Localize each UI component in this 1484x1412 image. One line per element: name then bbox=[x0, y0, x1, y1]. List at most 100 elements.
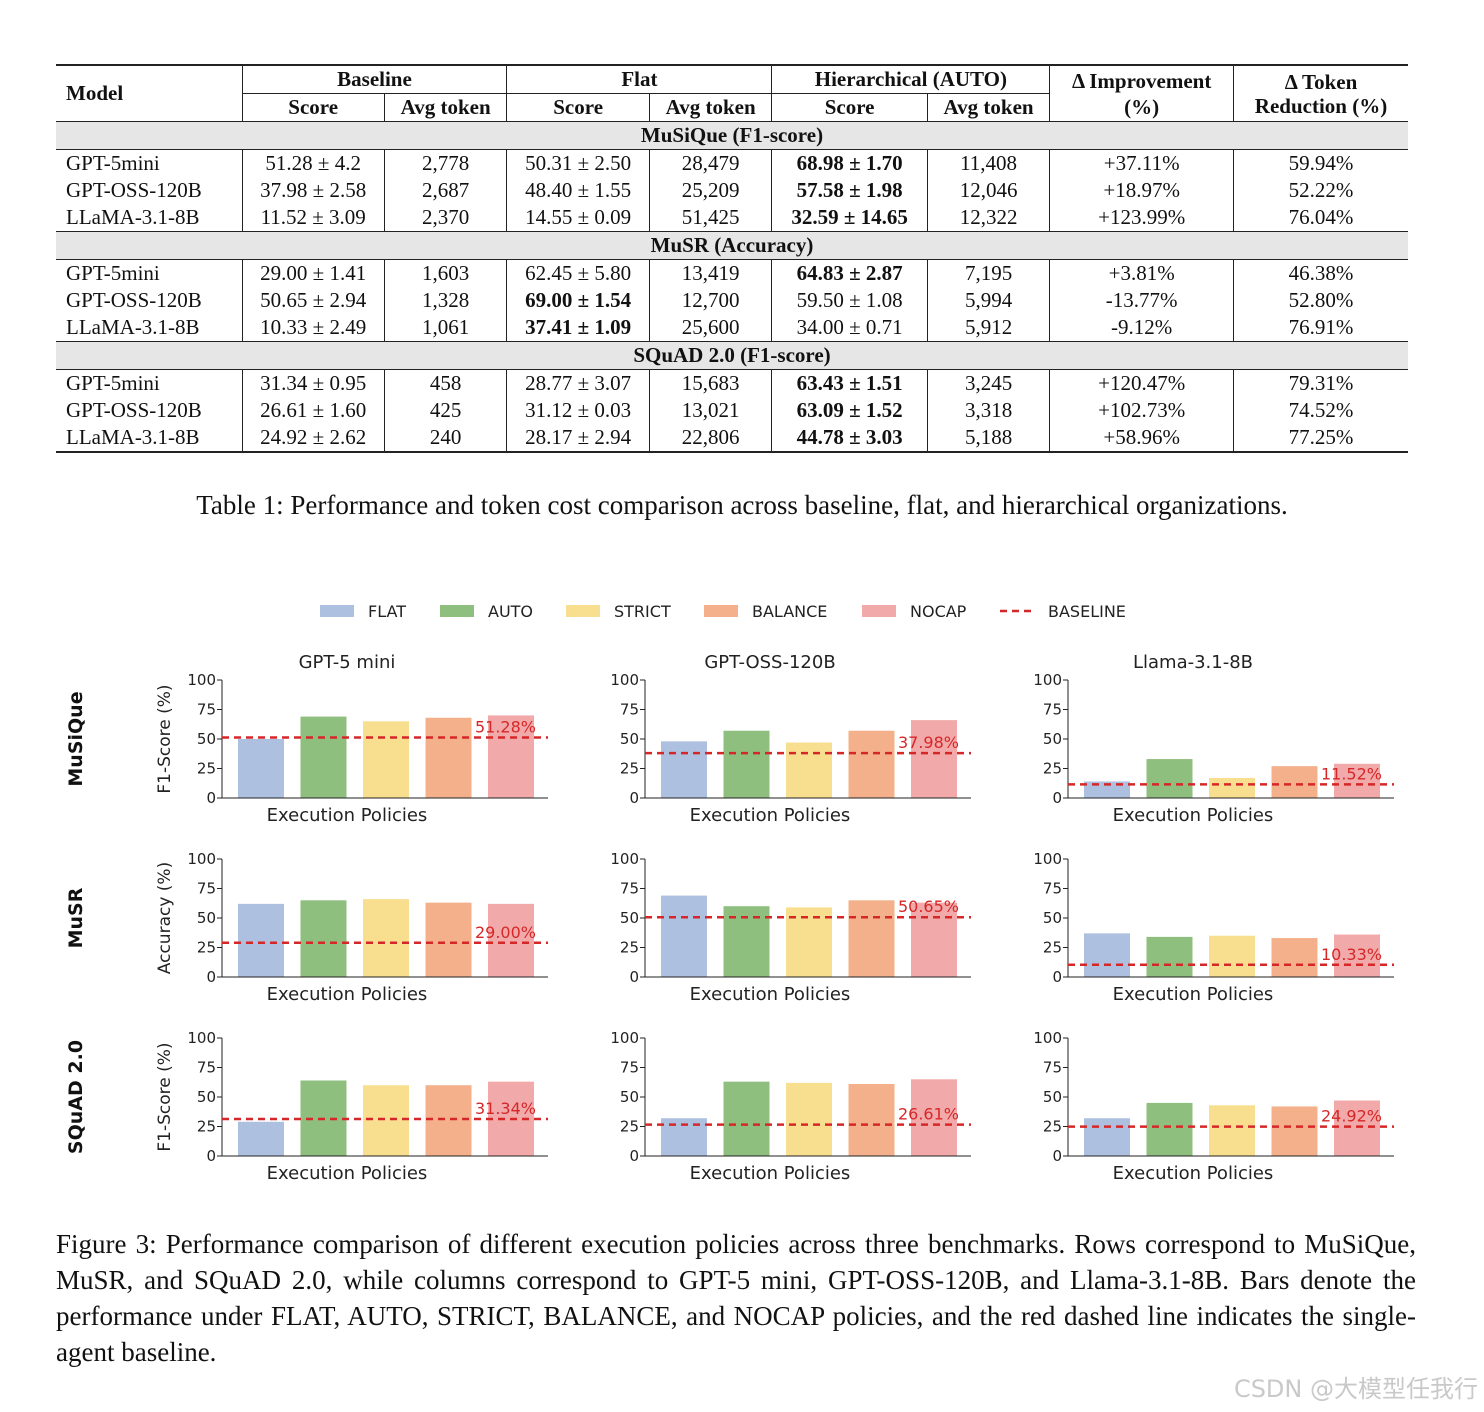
y-tick-label: 50 bbox=[197, 909, 216, 927]
table-cell-b-score: 11.52 ± 3.09 bbox=[242, 204, 385, 232]
y-tick-label: 75 bbox=[197, 880, 216, 898]
table-cell-f-tok: 13,021 bbox=[649, 397, 773, 424]
bar-balance bbox=[425, 717, 472, 798]
y-tick-label: 0 bbox=[629, 789, 639, 807]
table-cell-f-tok: 12,700 bbox=[649, 287, 773, 314]
table-cell-model: LLaMA-3.1-8B bbox=[56, 204, 243, 232]
legend-swatch-balance bbox=[704, 605, 738, 617]
table-cell-b-score: 37.98 ± 2.58 bbox=[242, 177, 385, 204]
bar-auto bbox=[1146, 759, 1193, 798]
header-flat: Flat bbox=[506, 65, 773, 94]
legend-swatch-nocap bbox=[862, 605, 896, 617]
bar-auto bbox=[1146, 936, 1193, 977]
x-axis-label: Execution Policies bbox=[690, 984, 851, 1005]
execution-policies-figure: FLAT AUTO STRICT BALANCE NOCAP BASELINE MuSiQu… bbox=[65, 602, 1394, 1184]
y-tick-label: 0 bbox=[1052, 1147, 1062, 1165]
y-tick-label: 75 bbox=[620, 701, 639, 719]
table-cell-h-score: 68.98 ± 1.70 bbox=[771, 149, 928, 177]
baseline-label: 37.98% bbox=[898, 733, 959, 752]
table-cell-b-score: 50.65 ± 2.94 bbox=[242, 287, 385, 314]
header-token-reduction-line2: Reduction (%) bbox=[1254, 93, 1388, 118]
table-cell-red: 79.31% bbox=[1288, 371, 1354, 395]
y-tick-label: 50 bbox=[1043, 909, 1062, 927]
y-tick-label: 0 bbox=[629, 968, 639, 986]
bar-strict bbox=[786, 1082, 832, 1156]
table-cell-h-score: 32.59 ± 14.65 bbox=[771, 204, 928, 232]
y-axis-label: F1-Score (%) bbox=[155, 684, 175, 793]
table-cell-f-score: 28.77 ± 3.07 bbox=[506, 369, 650, 397]
y-tick-label: 100 bbox=[187, 1029, 216, 1047]
header-baseline: Baseline bbox=[242, 65, 508, 94]
bar-balance bbox=[425, 902, 472, 977]
y-tick-label: 100 bbox=[187, 671, 216, 689]
table-cell-imp: +18.97% bbox=[1049, 177, 1234, 204]
baseline-label: 29.00% bbox=[475, 923, 536, 942]
section-title: MuSR (Accuracy) bbox=[56, 231, 1408, 260]
baseline-label: 31.34% bbox=[475, 1099, 536, 1118]
table-row: LLaMA-3.1-8B 11.52 ± 3.09 2,370 14.55 ± 0.0… bbox=[56, 204, 1408, 232]
x-axis-label: Execution Policies bbox=[267, 984, 428, 1005]
table-cell-h-tok: 5,994 bbox=[927, 287, 1051, 314]
y-tick-label: 0 bbox=[629, 1147, 639, 1165]
table-cell-imp: +123.99% bbox=[1049, 204, 1234, 232]
table-cell-imp: +37.11% bbox=[1049, 149, 1234, 177]
bar-strict bbox=[363, 721, 409, 798]
table-row: GPT-OSS-120B 50.65 ± 2.94 1,328 69.00 ± 1.5… bbox=[56, 287, 1408, 314]
header-sub: Score bbox=[242, 93, 385, 122]
table-cell-f-score: 31.12 ± 0.03 bbox=[506, 397, 650, 424]
table-cell-b-tok: 2,687 bbox=[384, 177, 508, 204]
row-label: SQuAD 2.0 bbox=[65, 1040, 87, 1154]
table-cell-h-score: 63.43 ± 1.51 bbox=[771, 369, 928, 397]
table-cell-h-tok: 5,912 bbox=[927, 314, 1051, 342]
table-cell-b-tok: 2,370 bbox=[384, 204, 508, 232]
legend-label: BALANCE bbox=[752, 602, 827, 621]
table-cell-h-score: 63.09 ± 1.52 bbox=[771, 397, 928, 424]
x-axis-label: Execution Policies bbox=[1113, 984, 1274, 1005]
header-hierarchical: Hierarchical (AUTO) bbox=[771, 65, 1051, 94]
x-axis-label: Execution Policies bbox=[690, 805, 851, 826]
legend-label: AUTO bbox=[488, 602, 533, 621]
table-cell-model: LLaMA-3.1-8B bbox=[56, 424, 243, 452]
table-cell-red: 77.25% bbox=[1288, 425, 1354, 449]
baseline-label: 26.61% bbox=[898, 1105, 959, 1124]
bar-strict bbox=[1209, 1105, 1255, 1156]
table-row: LLaMA-3.1-8B 24.92 ± 2.62 240 28.17 ± 2.94 2… bbox=[56, 424, 1408, 452]
bar-flat bbox=[1084, 1118, 1130, 1156]
header-sub: Avg token bbox=[927, 93, 1051, 122]
table-row: GPT-5mini 51.28 ± 4.2 2,778 50.31 ± 2.50 28,… bbox=[56, 149, 1408, 177]
x-axis-label: Execution Policies bbox=[1113, 805, 1274, 826]
table-row: GPT-OSS-120B 37.98 ± 2.58 2,687 48.40 ± 1.5… bbox=[56, 177, 1408, 204]
panel-title: GPT-OSS-120B bbox=[704, 652, 835, 673]
table-cell-red: 76.91% bbox=[1288, 315, 1354, 339]
table-row: LLaMA-3.1-8B 10.33 ± 2.49 1,061 37.41 ± 1.0… bbox=[56, 314, 1408, 342]
row-label: MuSR bbox=[65, 887, 87, 948]
header-sub: Avg token bbox=[384, 93, 508, 122]
y-tick-label: 50 bbox=[620, 730, 639, 748]
panel-title: GPT-5 mini bbox=[299, 652, 396, 673]
header-improvement: Δ Improvement (%) bbox=[1049, 65, 1234, 122]
table-cell-f-score: 69.00 ± 1.54 bbox=[506, 287, 650, 314]
bar-strict bbox=[1209, 935, 1255, 977]
bar-balance bbox=[425, 1085, 472, 1156]
figure-caption: Figure 3: Performance comparison of diff… bbox=[56, 1229, 1416, 1367]
table-cell-f-tok: 25,209 bbox=[649, 177, 773, 204]
baseline-label: 50.65% bbox=[898, 897, 959, 916]
table-cell-b-score: 29.00 ± 1.41 bbox=[242, 259, 385, 287]
legend-swatch-flat bbox=[320, 605, 354, 617]
table-cell-f-tok: 15,683 bbox=[649, 369, 773, 397]
bar-nocap bbox=[1334, 1100, 1380, 1156]
bar-strict bbox=[363, 1085, 409, 1156]
y-tick-label: 75 bbox=[1043, 880, 1062, 898]
y-tick-label: 25 bbox=[1043, 760, 1062, 778]
section-header: MuSiQue (F1-score) bbox=[56, 121, 1408, 150]
results-table: Model Baseline Flat Hierarchical (AUTO) … bbox=[56, 64, 1408, 453]
table-cell-red: 46.38% bbox=[1288, 261, 1354, 285]
table-cell-h-tok: 12,322 bbox=[927, 204, 1051, 232]
table-cell-model: GPT-OSS-120B bbox=[56, 287, 243, 314]
table-cell-h-score: 57.58 ± 1.98 bbox=[771, 177, 928, 204]
y-tick-label: 0 bbox=[1052, 789, 1062, 807]
row-label: MuSiQue bbox=[65, 691, 87, 786]
table-cell-imp: +120.47% bbox=[1049, 369, 1234, 397]
y-tick-label: 100 bbox=[1033, 671, 1062, 689]
bar-nocap bbox=[911, 720, 957, 798]
